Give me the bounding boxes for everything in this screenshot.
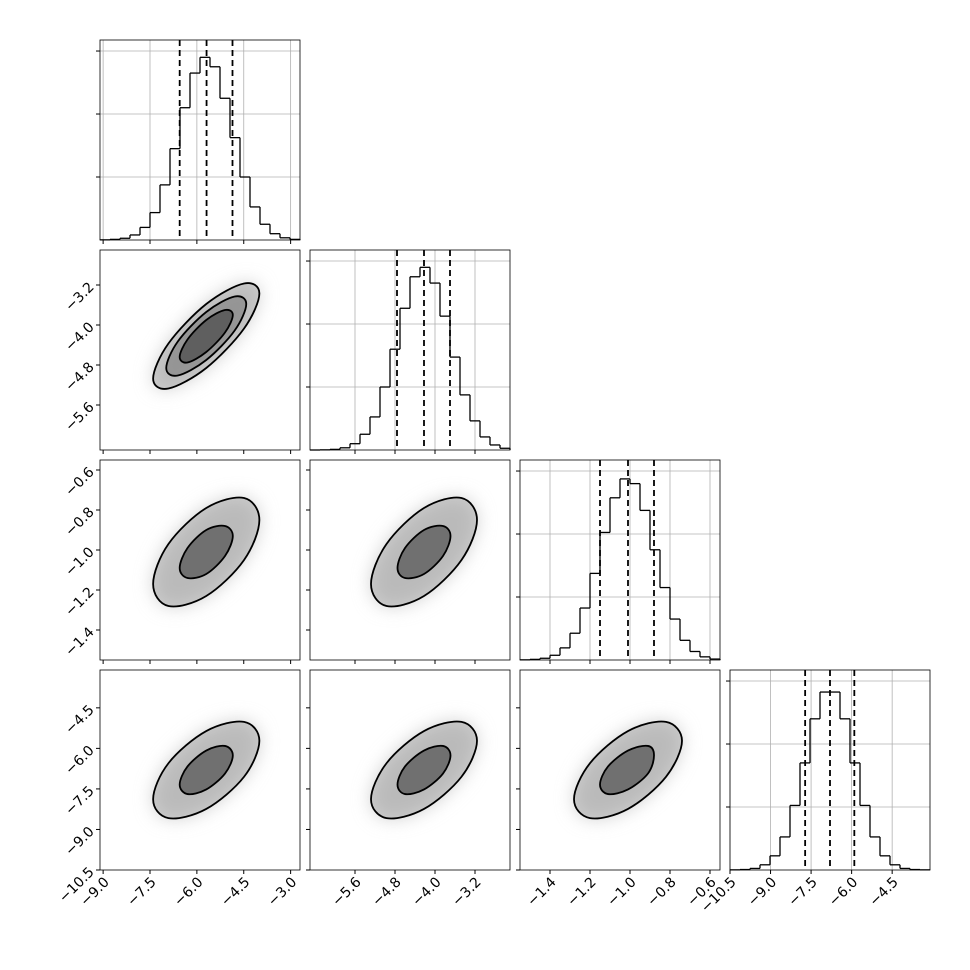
contour xyxy=(396,744,452,796)
y-tick-label: −6.0 xyxy=(62,743,97,778)
x-tick-label: −7.5 xyxy=(124,874,159,909)
contour xyxy=(599,744,655,796)
x-tick-label: −4.5 xyxy=(866,874,901,909)
contour xyxy=(396,524,452,580)
y-tick-label: −3.2 xyxy=(62,279,97,314)
panel-frame xyxy=(99,669,301,871)
x-tick-label: −1.0 xyxy=(604,874,639,909)
panel-frame xyxy=(519,459,721,661)
panel-frame xyxy=(729,669,931,871)
y-tick-label: −1.2 xyxy=(62,584,97,619)
panel-frame xyxy=(99,249,301,451)
panel-frame xyxy=(519,669,721,871)
contour xyxy=(178,308,234,364)
panel-frame xyxy=(309,669,511,871)
x-tick-label: −3.0 xyxy=(265,874,300,909)
y-tick-label: −0.6 xyxy=(62,464,97,499)
x-tick-label: −3.2 xyxy=(449,874,484,909)
x-tick-label: −4.5 xyxy=(218,874,253,909)
y-tick-label: −9.0 xyxy=(62,824,97,859)
y-tick-label: −0.8 xyxy=(62,504,97,539)
y-tick-label: −1.4 xyxy=(62,624,97,659)
contour xyxy=(178,524,234,580)
x-tick-label: −0.8 xyxy=(644,874,679,909)
x-tick-label: −4.0 xyxy=(409,874,444,909)
x-tick-label: −6.0 xyxy=(171,874,206,909)
panel-frame xyxy=(99,39,301,241)
x-tick-label: −7.5 xyxy=(785,874,820,909)
y-tick-label: −4.5 xyxy=(62,702,97,737)
x-tick-label: −1.4 xyxy=(524,874,559,909)
panel-frame xyxy=(309,459,511,661)
y-tick-label: −4.8 xyxy=(62,359,97,394)
panel-frame xyxy=(99,459,301,661)
x-tick-label: −1.2 xyxy=(564,874,599,909)
x-tick-label: −4.8 xyxy=(369,874,404,909)
x-tick-label: −5.6 xyxy=(329,874,364,909)
y-tick-label: −1.0 xyxy=(62,544,97,579)
x-tick-label: −6.0 xyxy=(826,874,861,909)
y-tick-label: −5.6 xyxy=(62,399,97,434)
x-tick-label: −9.0 xyxy=(745,874,780,909)
panel-frame xyxy=(309,249,511,451)
contour xyxy=(178,744,234,796)
y-tick-label: −7.5 xyxy=(62,783,97,818)
y-tick-label: −4.0 xyxy=(62,319,97,354)
